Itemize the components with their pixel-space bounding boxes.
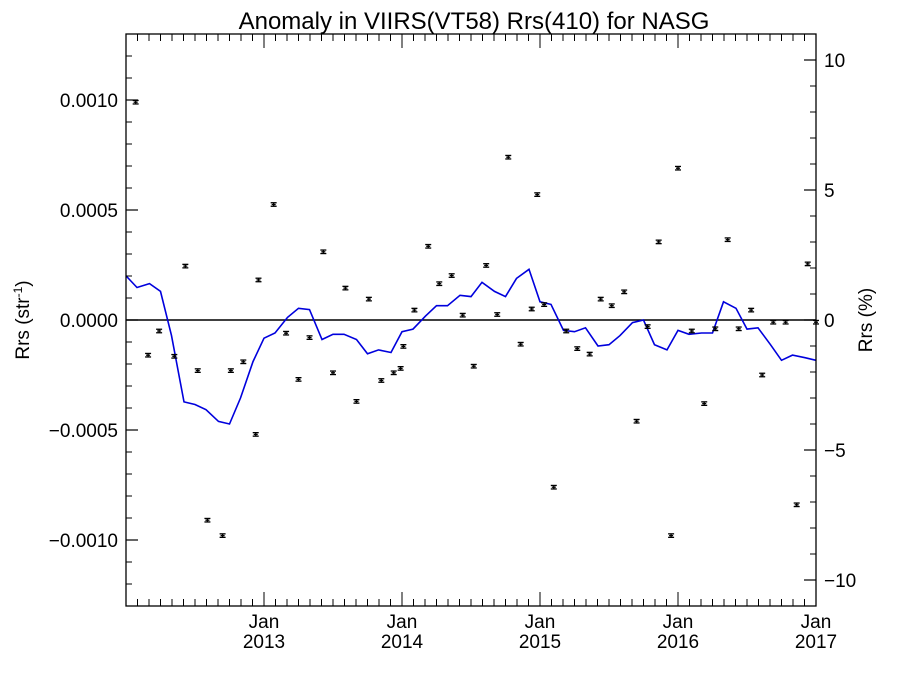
data-point [194,368,201,374]
percent-anomaly-line [125,268,817,425]
data-point [735,326,742,332]
data-point [448,273,455,278]
data-point [712,326,719,332]
data-point [330,370,336,376]
x-tick-label-year: 2014 [381,632,424,653]
data-point [252,431,259,437]
data-point [156,328,163,334]
y-tick-label-left: 0.0010 [60,91,118,112]
data-point [494,312,501,317]
data-point [804,261,811,267]
data-point [378,378,385,383]
data-point [655,239,662,245]
x-tick-label-month: Jan [387,612,418,633]
data-point [563,328,570,334]
data-point [770,319,777,325]
data-point [644,324,651,330]
data-point [621,289,628,295]
data-point [608,303,615,309]
data-point [365,296,372,302]
data-point [505,154,512,160]
data-point [574,346,581,352]
data-point [390,370,397,376]
data-point [470,363,477,369]
y-tick-label-left: −0.0005 [49,421,118,442]
y-axis-label-right: Rrs (%) [856,288,877,352]
data-point [597,296,604,302]
data-point [517,341,524,347]
data-point [171,353,178,359]
data-point [534,192,541,198]
data-point [227,368,234,374]
data-point [397,365,404,371]
y-tick-label-left: 0.0000 [60,311,118,332]
data-point [668,533,675,539]
data-point [145,352,152,358]
y-tick-label-right: −10 [824,571,856,592]
data-point [411,307,418,313]
data-point [688,328,695,334]
data-point [793,502,800,508]
data-point [550,484,557,490]
data-point [306,335,313,341]
data-point [204,517,211,523]
data-point [701,401,708,407]
data-point [528,306,535,312]
data-point [219,533,226,539]
data-point [436,281,443,287]
data-point [759,372,766,378]
data-point [240,359,247,365]
data-point [459,312,466,318]
data-point [724,237,731,243]
data-point [633,418,640,424]
x-tick-label-year: 2015 [519,632,561,653]
x-tick-label-month: Jan [249,612,280,633]
y-tick-label-right: 10 [824,51,845,72]
data-point [255,277,262,283]
data-point [782,319,789,325]
data-point [182,263,189,269]
data-point [342,285,349,291]
y-tick-label-right: 0 [824,311,835,332]
x-tick-label-year: 2013 [243,632,285,653]
data-point [586,351,593,357]
y-tick-label-left: 0.0005 [60,201,118,222]
data-point [295,376,302,382]
data-point [132,99,139,105]
x-tick-label-month: Jan [801,612,832,633]
y-tick-label-right: −5 [824,441,846,462]
x-tick-label-year: 2017 [795,632,837,653]
y-tick-label-left: −0.0010 [49,531,118,552]
data-point [748,307,755,313]
y-axis-label-left: Rrs (str-1) [11,280,34,359]
data-point [483,263,490,268]
data-point [320,249,327,255]
x-tick-label-month: Jan [663,612,694,633]
x-tick-label-year: 2016 [657,632,699,653]
data-point [353,398,360,404]
y-tick-label-right: 5 [824,181,835,202]
data-point [270,202,277,207]
data-point [541,302,548,308]
data-point [400,343,407,349]
chart-title: Anomaly in VIIRS(VT58) Rrs(410) for NASG [239,8,710,35]
data-point [283,330,290,336]
x-tick-label-month: Jan [525,612,556,633]
data-point [425,243,432,249]
data-point [675,165,681,171]
